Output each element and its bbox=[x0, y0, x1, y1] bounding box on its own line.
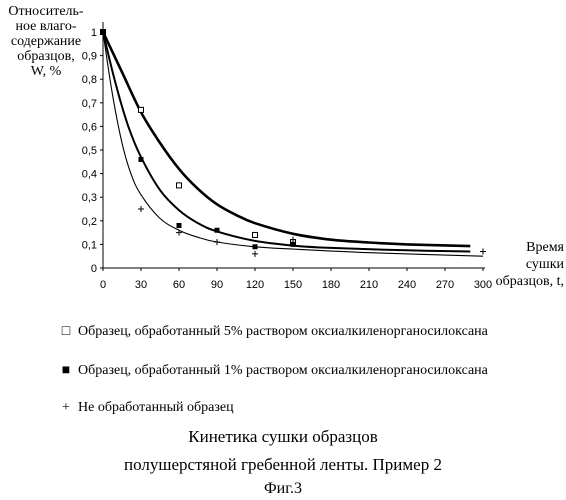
x-axis-label-line: Время bbox=[526, 240, 564, 256]
x-axis-label-line: сушки bbox=[526, 257, 564, 273]
x-tick-label: 0 bbox=[100, 279, 106, 291]
x-tick-label: 150 bbox=[284, 279, 302, 291]
figure-caption-line: Кинетика сушки образцов bbox=[0, 427, 566, 447]
y-tick-label: 0,5 bbox=[82, 145, 97, 157]
series-5-percent-curve bbox=[103, 32, 470, 246]
legend-item-1-percent: ■ Образец, обработанный 1% раствором окси… bbox=[60, 363, 488, 379]
legend-label: Образец, обработанный 1% раствором оксиа… bbox=[78, 363, 488, 378]
y-tick-label: 0,4 bbox=[82, 169, 97, 181]
y-tick-label: 0,6 bbox=[82, 121, 97, 133]
y-axis-label-line: содержание bbox=[0, 34, 92, 49]
y-axis-label-line: Относитель- bbox=[0, 4, 92, 19]
series-1-percent-point bbox=[139, 157, 144, 162]
series-untreated-point bbox=[214, 239, 220, 245]
y-tick-label: 0,2 bbox=[82, 216, 97, 228]
plus-marker-icon: + bbox=[60, 400, 72, 416]
x-tick-label: 30 bbox=[135, 279, 147, 291]
y-axis-label-line: образцов, bbox=[0, 49, 92, 64]
x-tick-label: 210 bbox=[360, 279, 378, 291]
x-tick-label: 90 bbox=[211, 279, 223, 291]
series-5-percent-point bbox=[253, 232, 258, 237]
series-5-percent-point bbox=[139, 107, 144, 112]
y-axis-label-line: W, % bbox=[0, 64, 92, 79]
x-axis-label-line: образцов, t, bbox=[496, 274, 564, 290]
series-1-percent-point bbox=[215, 228, 220, 233]
x-tick-label: 240 bbox=[398, 279, 416, 291]
y-tick-label: 0,3 bbox=[82, 192, 97, 204]
filled-square-marker-icon: ■ bbox=[60, 363, 72, 379]
series-untreated-point bbox=[252, 251, 258, 257]
series-untreated-point bbox=[138, 206, 144, 212]
legend-item-untreated: + Не обработанный образец bbox=[60, 400, 234, 416]
x-tick-label: 270 bbox=[436, 279, 454, 291]
series-5-percent-point bbox=[177, 183, 182, 188]
y-tick-label: 0,1 bbox=[82, 239, 97, 251]
figure-label: Фиг.3 bbox=[0, 480, 566, 498]
x-tick-label: 300 bbox=[474, 279, 492, 291]
series-1-percent-point bbox=[177, 223, 182, 228]
figure-caption-line: полушерстяной гребенной ленты. Пример 2 bbox=[0, 455, 566, 475]
y-tick-label: 0,7 bbox=[82, 98, 97, 110]
x-tick-label: 180 bbox=[322, 279, 340, 291]
legend-label: Не обработанный образец bbox=[78, 400, 234, 415]
y-axis-label-line: ное влаго- bbox=[0, 19, 92, 34]
legend-item-5-percent: □ Образец, обработанный 5% раствором окси… bbox=[60, 324, 488, 340]
series-untreated-point bbox=[480, 248, 486, 254]
series-untreated-point bbox=[176, 230, 182, 236]
x-tick-label: 120 bbox=[246, 279, 264, 291]
open-square-marker-icon: □ bbox=[60, 324, 72, 340]
y-tick-label: 0 bbox=[91, 263, 97, 275]
x-tick-label: 60 bbox=[173, 279, 185, 291]
legend-label: Образец, обработанный 5% раствором оксиа… bbox=[78, 324, 488, 339]
